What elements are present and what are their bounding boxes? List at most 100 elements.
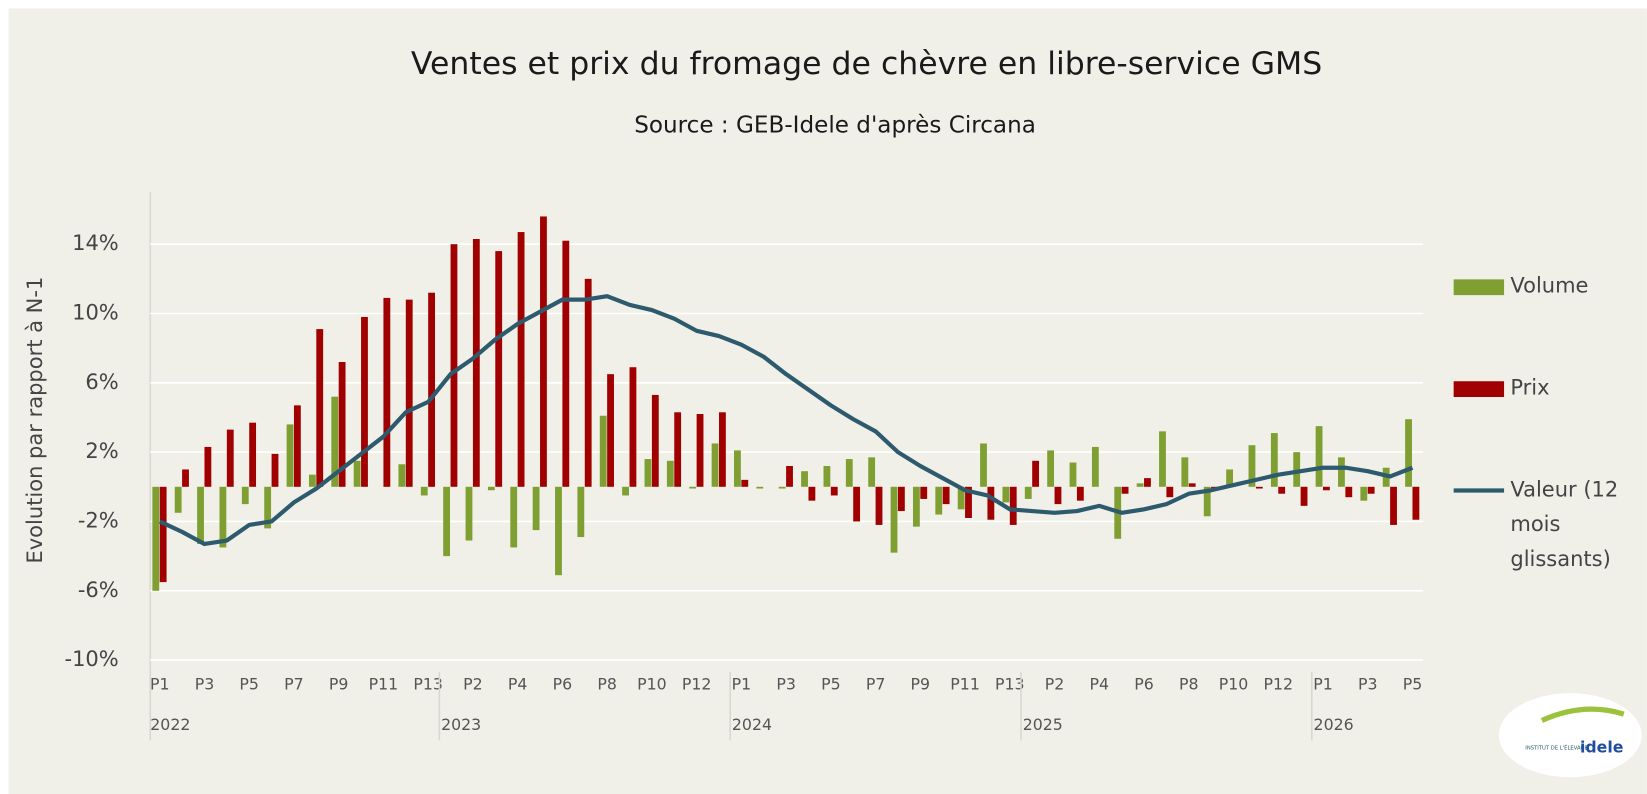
x-tick-label: P5 [239,674,259,693]
logo-badge [1498,693,1642,778]
bar [472,238,480,487]
x-tick-label: P11 [369,674,399,693]
x-group-label: 2025 [1023,715,1063,734]
x-tick-label: P12 [1263,674,1293,693]
bar [1166,486,1174,498]
y-tick-label: -2% [78,508,119,532]
x-tick-label: P13 [995,674,1025,693]
bar [517,232,525,487]
bar [711,443,719,487]
x-tick-label: P11 [950,674,980,693]
bar [629,367,637,487]
x-tick-label: P3 [195,674,215,693]
bar [338,362,346,487]
x-tick-label: P9 [329,674,349,693]
bar [159,486,167,583]
bar [1121,486,1129,494]
legend-swatch [1453,381,1505,397]
bar [1203,486,1211,517]
bar [584,278,592,487]
bar [204,446,212,487]
x-group-label: 2026 [1314,715,1354,734]
bar [1270,433,1278,487]
bar [689,486,697,489]
bar [264,486,272,529]
x-tick-label: P9 [911,674,931,693]
bar [823,466,831,487]
x-tick-label: P6 [553,674,573,693]
bar [495,251,503,487]
bar [734,450,741,487]
bar [1293,452,1301,487]
x-tick-label: P2 [463,674,483,693]
x-tick-label: P6 [1134,674,1154,693]
bar [718,412,726,487]
bar [1405,419,1412,487]
bar [741,479,749,487]
bar [249,422,257,487]
bar [405,299,413,487]
bar [1054,486,1062,505]
x-tick-label: P4 [508,674,528,693]
y-tick-label: -6% [78,578,119,602]
line [158,294,1414,547]
bar [830,486,838,496]
bar [316,329,324,487]
bar [890,486,898,553]
bar [868,457,876,487]
bar [540,216,547,487]
bar [308,474,316,487]
bar [897,486,905,512]
x-tick-label: P12 [682,674,712,693]
x-tick-label: P5 [1403,674,1423,693]
bar [1338,457,1345,487]
bar [219,486,227,548]
bar [1188,483,1196,487]
bar [666,460,674,487]
bar [562,240,570,487]
bar [182,469,189,487]
bar [980,443,987,487]
bar [1002,486,1010,503]
bar [1047,450,1055,487]
bar [801,471,808,487]
x-tick-label: P8 [1179,674,1199,693]
bar [1076,486,1084,501]
x-tick-label: P5 [821,674,841,693]
bar [644,459,652,487]
x-tick-label: P2 [1045,674,1065,693]
legend-label: Volume [1510,274,1588,298]
bar [1226,469,1233,487]
bar [987,486,995,520]
bar [555,486,562,576]
bar [756,486,764,489]
bar [1255,486,1263,489]
bar [1181,457,1189,487]
bar [942,486,950,505]
bar [786,466,793,487]
bar [1278,486,1286,494]
bar [920,486,928,499]
bar [1390,486,1397,525]
x-tick-label: P1 [732,674,752,693]
y-tick-label: 2% [85,439,118,463]
bar [420,486,428,496]
bar [1032,460,1040,487]
x-tick-label: P4 [1090,674,1110,693]
bar [331,396,339,487]
x-tick-label: P3 [776,674,796,693]
bar [1345,486,1353,498]
x-group-label: 2023 [441,715,481,734]
x-tick-label: P1 [1313,674,1333,693]
bar [1323,486,1330,491]
y-tick-label: 14% [72,231,119,255]
bar [197,486,204,544]
bar [152,486,160,591]
bar [1159,431,1166,487]
bar [450,244,458,487]
bar [286,424,294,487]
bar [383,297,391,487]
x-group-label: 2022 [150,715,190,734]
bar [398,464,406,487]
x-tick-label: P10 [637,674,667,693]
